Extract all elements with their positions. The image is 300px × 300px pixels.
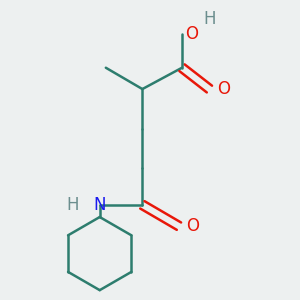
Text: O: O	[185, 25, 198, 43]
Text: N: N	[94, 196, 106, 214]
Text: O: O	[187, 217, 200, 235]
Text: H: H	[66, 196, 79, 214]
Text: H: H	[203, 10, 216, 28]
Text: O: O	[217, 80, 230, 98]
